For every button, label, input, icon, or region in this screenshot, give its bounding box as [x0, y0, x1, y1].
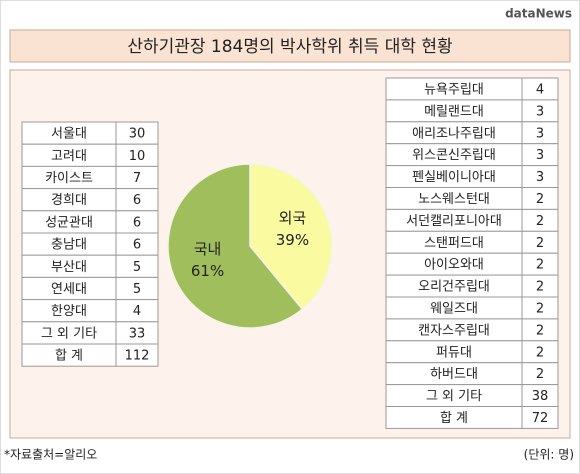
row-value: 33 [129, 326, 146, 341]
row-value: 6 [133, 215, 141, 230]
row-label: 부산대 [51, 260, 87, 275]
table-cell [521, 406, 559, 429]
row-label: 연세대 [51, 282, 87, 297]
row-label: 노스웨스턴대 [418, 192, 490, 207]
row-value: 2 [536, 323, 544, 338]
row-value: 3 [536, 126, 544, 141]
row-value: 7 [133, 171, 141, 186]
row-label: 스탠퍼드대 [424, 236, 484, 251]
row-value: 2 [536, 345, 544, 360]
row-label: 애리조나주립대 [412, 126, 496, 141]
row-label: 캔자스주립대 [418, 323, 490, 338]
slice-name: 외국 [279, 209, 307, 227]
table-cell [115, 343, 159, 367]
pie-slice [167, 163, 304, 329]
row-value: 3 [536, 104, 544, 119]
row-label: 한양대 [51, 304, 87, 319]
row-value: 2 [536, 236, 544, 251]
row-label: 그 외 기타 [41, 326, 97, 341]
row-label: 퍼듀대 [436, 345, 472, 360]
row-value: 5 [133, 260, 141, 275]
slice-label: 39% [276, 231, 309, 249]
row-label: 뉴욕주립대 [424, 82, 484, 97]
row-value: 2 [536, 367, 544, 382]
row-value: 3 [536, 170, 544, 185]
row-label: 합 계 [55, 349, 83, 364]
unit: (단위: 명) [524, 448, 574, 462]
row-value: 6 [133, 238, 141, 253]
row-label: 웨일즈대 [430, 301, 478, 316]
row-value: 4 [536, 82, 544, 97]
row-label: 그 외 기타 [426, 389, 482, 404]
row-value: 4 [133, 304, 141, 319]
row-value: 2 [536, 280, 544, 295]
row-value: 2 [536, 301, 544, 316]
row-value: 2 [536, 214, 544, 229]
row-value: 112 [125, 349, 150, 364]
row-value: 2 [536, 258, 544, 273]
row-value: 38 [532, 389, 549, 404]
row-label: 서던캘리포니아대 [406, 214, 502, 229]
row-label: 충남대 [51, 238, 87, 253]
row-value: 30 [129, 127, 146, 142]
slice-name: 국내 [194, 240, 222, 258]
logo: dataNews [505, 7, 572, 21]
row-value: 3 [536, 148, 544, 163]
row-label: 펜실베이니아대 [412, 170, 496, 185]
row-label: 성균관대 [45, 215, 93, 230]
row-value: 72 [532, 411, 549, 426]
row-label: 오리건주립대 [418, 280, 490, 295]
row-label: 서울대 [51, 127, 87, 142]
row-label: 고려대 [51, 149, 87, 164]
row-value: 2 [536, 192, 544, 207]
row-label: 위스콘신주립대 [412, 148, 496, 163]
row-value: 6 [133, 193, 141, 208]
chart-title: 산하기관장 184명의 박사학위 취득 대학 현황 [127, 37, 452, 57]
row-label: 카이스트 [45, 171, 93, 186]
slice-label: 61% [191, 262, 224, 280]
row-label: 합 계 [440, 411, 468, 426]
row-value: 5 [133, 282, 141, 297]
row-label: 아이오와대 [424, 258, 484, 273]
source: *자료출처=알리오 [4, 448, 97, 462]
row-label: 메릴랜드대 [424, 104, 484, 119]
row-label: 경희대 [51, 193, 87, 208]
row-label: 하버드대 [430, 367, 478, 382]
row-value: 10 [129, 149, 146, 164]
pie-slice [249, 163, 333, 311]
title-box [9, 29, 571, 63]
